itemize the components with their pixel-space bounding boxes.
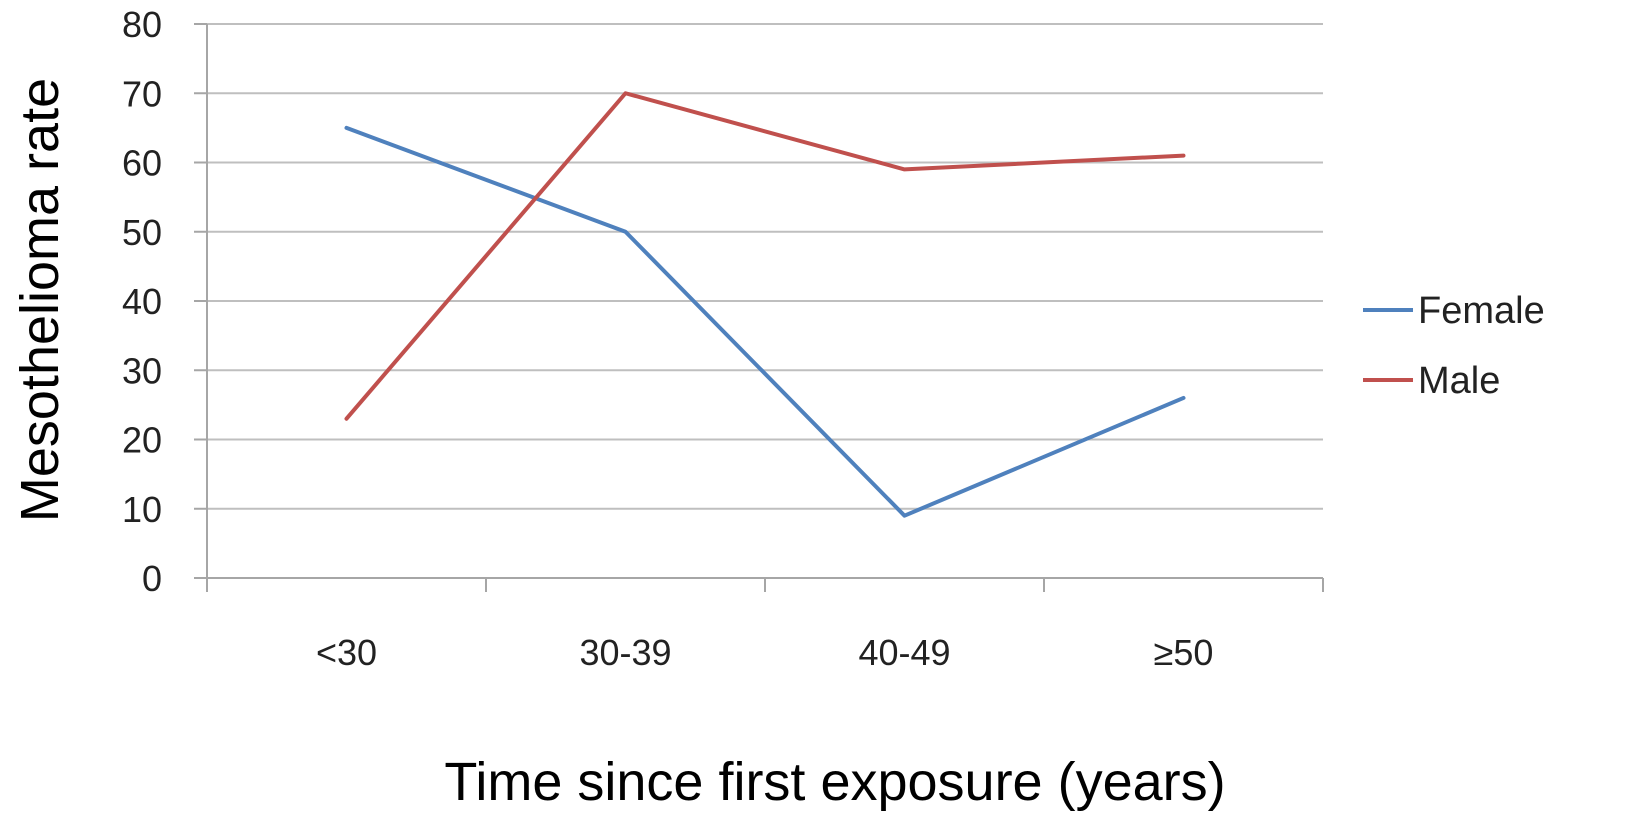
series-line-male [344, 91, 1186, 421]
data-point-male [346, 418, 347, 420]
y-tick-label: 10 [122, 489, 162, 530]
data-point-female [1183, 397, 1184, 399]
data-point-male [1183, 155, 1184, 157]
y-tick-label: 50 [122, 212, 162, 253]
x-tick-label: <30 [316, 632, 377, 673]
y-tick-label: 20 [122, 420, 162, 461]
series-line-female [344, 125, 1186, 518]
axes [194, 23, 1324, 592]
gridlines [207, 23, 1323, 510]
y-tick-label: 0 [142, 558, 162, 599]
y-tick-label: 60 [122, 143, 162, 184]
legend-label-male: Male [1418, 360, 1500, 402]
y-tick-label: 70 [122, 73, 162, 114]
x-axis-title: Time since first exposure (years) [444, 752, 1225, 812]
x-tick-label: ≥50 [1154, 632, 1214, 673]
x-tick-labels: <30 30-39 40-49 ≥50 [316, 632, 1213, 673]
legend: Female Male [1363, 290, 1545, 402]
data-point-female [346, 127, 347, 129]
data-point-male [904, 168, 905, 170]
x-tick-label: 40-49 [858, 632, 950, 673]
y-tick-label: 40 [122, 281, 162, 322]
y-tick-label: 80 [122, 4, 162, 45]
legend-label-female: Female [1418, 290, 1545, 332]
y-axis-title: Mesothelioma rate [10, 78, 70, 522]
x-tick-label: 30-39 [579, 632, 671, 673]
data-point-female [625, 231, 626, 233]
data-point-female [904, 515, 905, 517]
data-point-male [625, 92, 626, 94]
y-tick-label: 30 [122, 350, 162, 391]
series-lines [344, 91, 1186, 518]
y-tick-labels: 0 10 20 30 40 50 60 70 80 [122, 4, 162, 599]
